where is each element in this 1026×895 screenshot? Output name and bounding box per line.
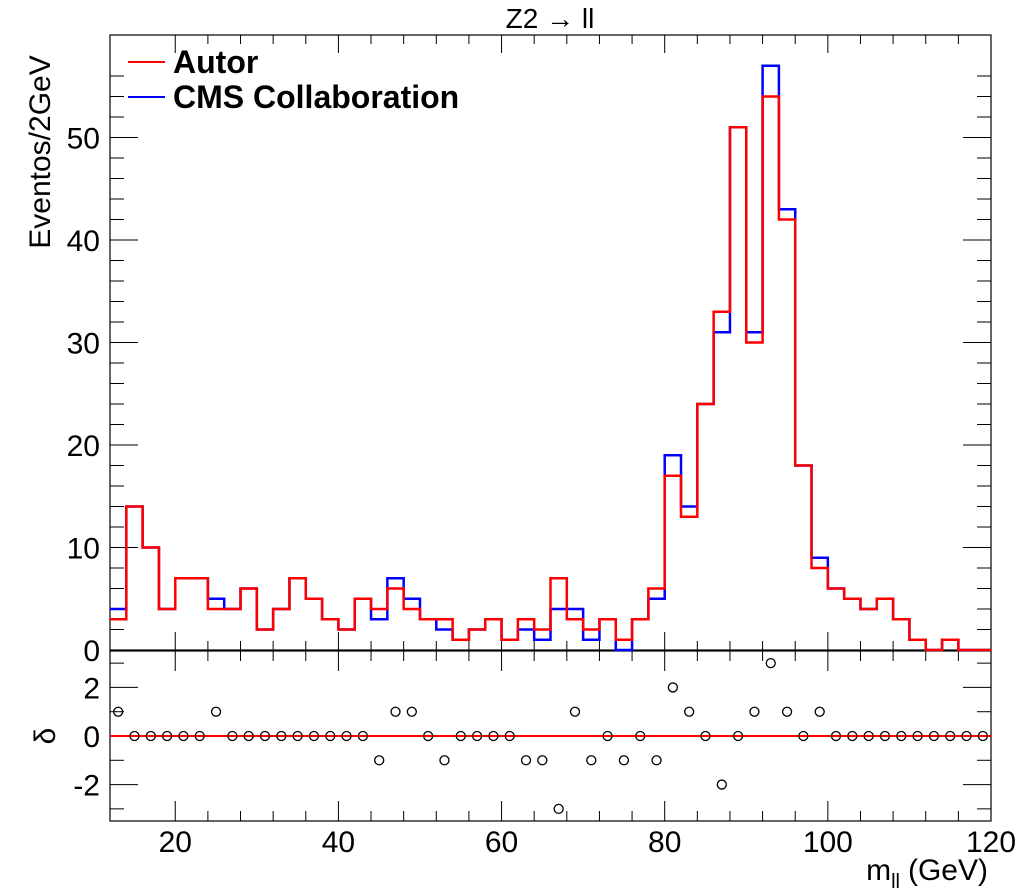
- legend: Autor CMS Collaboration: [128, 44, 459, 115]
- ratio-point: [977, 730, 988, 742]
- x-tick-label: 20: [159, 826, 192, 859]
- ratio-point: [602, 730, 613, 742]
- y-tick-label: 20: [67, 430, 100, 463]
- ratio-point: [732, 730, 744, 742]
- ratio-point: [586, 755, 597, 766]
- ratio-point: [471, 730, 483, 742]
- ratio-point: [684, 706, 695, 717]
- x-axis-title-symbol: m: [866, 854, 891, 887]
- ratio-point: [667, 682, 679, 693]
- y-tick-label: 10: [67, 533, 100, 566]
- ratio-point: [798, 730, 809, 742]
- ratio-point: [569, 706, 581, 717]
- ratio-point: [341, 730, 352, 742]
- y-tick-label: 30: [67, 328, 100, 361]
- y-tick-label: 0: [83, 635, 100, 668]
- y-axis-title: Eventos/2GeV: [24, 55, 57, 248]
- ratio-y-tick-label: 0: [83, 721, 100, 754]
- ratio-point: [113, 706, 124, 717]
- x-tick-label: 100: [803, 826, 853, 859]
- ratio-point: [830, 730, 842, 742]
- ratio-point: [635, 730, 646, 742]
- legend-label-autor: Autor: [173, 44, 258, 80]
- ratio-point: [210, 706, 222, 717]
- ratio-point: [178, 730, 189, 742]
- ratio-y-tick-label: -2: [73, 770, 100, 803]
- ratio-point: [700, 730, 711, 742]
- ratio-point: [422, 730, 434, 742]
- ratio-points: [113, 657, 988, 815]
- x-tick-label: 40: [322, 826, 355, 859]
- ratio-point: [374, 755, 385, 766]
- chart-title: Z2 → ll: [506, 3, 595, 34]
- ratio-point: [455, 730, 466, 742]
- ratio-point: [292, 730, 303, 742]
- ratio-point: [194, 730, 205, 742]
- y-tick-labels: 0 10 20 30 40 50: [67, 123, 100, 669]
- ratio-point: [716, 779, 727, 790]
- ratio-point: [618, 755, 630, 766]
- ratio-y-axis-title: δ: [29, 728, 62, 745]
- ratio-point: [488, 730, 499, 742]
- ratio-point: [406, 706, 417, 717]
- ratio-point: [520, 755, 532, 766]
- ratio-point: [896, 730, 907, 742]
- ratio-point: [781, 706, 793, 717]
- ratio-point: [961, 730, 972, 742]
- x-tick-label: 120: [966, 826, 1016, 859]
- ratio-point: [129, 730, 140, 742]
- main-axis-ticks: [110, 35, 992, 651]
- ratio-point: [765, 657, 776, 669]
- x-tick-label: 60: [485, 826, 518, 859]
- ratio-point: [439, 755, 450, 766]
- x-axis-title-subscript: ll: [891, 871, 900, 893]
- ratio-point: [145, 730, 156, 742]
- ratio-point: [390, 706, 401, 717]
- ratio-point: [227, 730, 238, 742]
- ratio-point: [504, 730, 515, 742]
- ratio-point: [847, 730, 858, 742]
- ratio-point: [243, 730, 254, 742]
- ratio-point: [537, 755, 548, 766]
- ratio-point: [161, 730, 173, 742]
- x-axis-title: mll (GeV): [866, 854, 988, 893]
- x-tick-label: 80: [648, 826, 681, 859]
- series-autor-histogram: [110, 95, 991, 652]
- ratio-point: [553, 803, 564, 815]
- ratio-point: [259, 730, 271, 742]
- ratio-point: [325, 730, 336, 742]
- ratio-point: [863, 730, 874, 742]
- ratio-point: [276, 730, 287, 742]
- ratio-point: [814, 706, 825, 717]
- ratio-point: [945, 730, 956, 742]
- x-axis-title-unit: (GeV): [908, 854, 988, 887]
- x-tick-labels: 20 40 60 80 100 120: [159, 826, 1016, 859]
- legend-label-cms-collaboration: CMS Collaboration: [173, 79, 459, 115]
- ratio-point: [749, 706, 760, 717]
- ratio-y-tick-labels: -2 0 2: [73, 672, 100, 802]
- ratio-point: [928, 730, 940, 742]
- y-tick-label: 50: [67, 123, 100, 156]
- ratio-y-tick-label: 2: [83, 672, 100, 705]
- ratio-point: [357, 730, 369, 742]
- ratio-point: [912, 730, 923, 742]
- ratio-point: [879, 730, 891, 742]
- ratio-point: [308, 730, 320, 742]
- ratio-point: [651, 755, 662, 766]
- y-tick-label: 40: [67, 225, 100, 258]
